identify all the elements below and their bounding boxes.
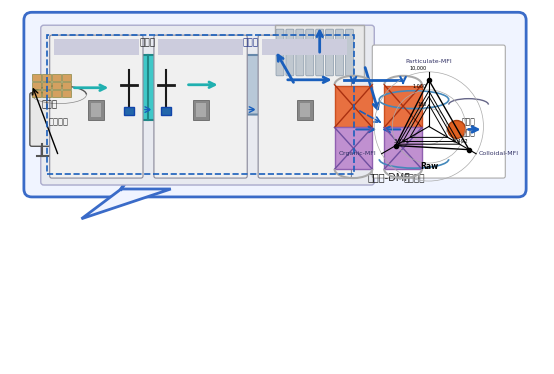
FancyBboxPatch shape <box>336 29 343 76</box>
Bar <box>124 107 134 114</box>
Bar <box>158 39 243 55</box>
FancyBboxPatch shape <box>447 102 490 151</box>
Bar <box>32 90 41 96</box>
Text: Particulate-MFI: Particulate-MFI <box>406 59 452 64</box>
FancyBboxPatch shape <box>296 29 304 76</box>
Bar <box>111 55 186 120</box>
FancyBboxPatch shape <box>346 29 353 76</box>
Bar <box>32 82 41 89</box>
FancyBboxPatch shape <box>306 29 314 76</box>
Polygon shape <box>206 55 295 114</box>
Bar <box>335 86 372 128</box>
Text: Organic-MFI: Organic-MFI <box>339 151 377 156</box>
FancyBboxPatch shape <box>50 35 143 178</box>
Text: 9,492: 9,492 <box>453 139 469 144</box>
Text: 1,000: 1,000 <box>413 84 427 89</box>
Bar <box>61 90 70 96</box>
FancyBboxPatch shape <box>276 29 284 76</box>
FancyBboxPatch shape <box>24 12 526 197</box>
Text: 100: 100 <box>418 102 427 107</box>
Bar <box>89 99 104 120</box>
FancyBboxPatch shape <box>286 29 294 76</box>
FancyBboxPatch shape <box>326 29 334 76</box>
FancyBboxPatch shape <box>258 35 351 178</box>
FancyBboxPatch shape <box>154 35 247 178</box>
Text: 여과조-DMF: 여과조-DMF <box>368 172 411 182</box>
Text: 여과수조: 여과수조 <box>403 174 425 183</box>
Bar <box>91 102 101 117</box>
Bar <box>275 25 365 80</box>
Bar <box>52 82 60 89</box>
Text: 3,891: 3,891 <box>393 139 409 144</box>
Bar <box>384 128 422 169</box>
Bar <box>297 99 312 120</box>
Bar <box>384 86 422 128</box>
FancyBboxPatch shape <box>372 45 505 178</box>
Bar <box>193 99 208 120</box>
Bar <box>196 102 206 117</box>
Text: 스케일
방지제: 스케일 방지제 <box>461 118 475 137</box>
Bar <box>42 90 51 96</box>
Bar <box>42 74 51 81</box>
Text: Raw: Raw <box>420 162 438 171</box>
Text: 응집조: 응집조 <box>140 38 156 47</box>
Circle shape <box>448 120 465 138</box>
FancyBboxPatch shape <box>379 99 449 159</box>
Bar <box>47 35 355 174</box>
Text: 화학약품: 화학약품 <box>49 117 69 126</box>
Text: Colloidal-MFI: Colloidal-MFI <box>479 151 519 156</box>
Bar <box>61 82 70 89</box>
Bar <box>161 107 171 114</box>
Bar <box>32 74 41 81</box>
Bar <box>52 90 60 96</box>
Bar <box>335 128 372 169</box>
Bar <box>262 39 347 55</box>
FancyBboxPatch shape <box>41 25 375 185</box>
Bar <box>300 102 310 117</box>
Polygon shape <box>81 189 171 219</box>
Bar <box>61 74 70 81</box>
FancyBboxPatch shape <box>316 29 324 76</box>
Bar <box>52 74 60 81</box>
Bar <box>42 82 51 89</box>
Text: 혼화기: 혼화기 <box>42 100 58 109</box>
Text: 10,000: 10,000 <box>410 66 427 71</box>
Bar <box>54 39 139 55</box>
Text: 침전조: 침전조 <box>242 38 258 47</box>
FancyBboxPatch shape <box>30 93 89 146</box>
